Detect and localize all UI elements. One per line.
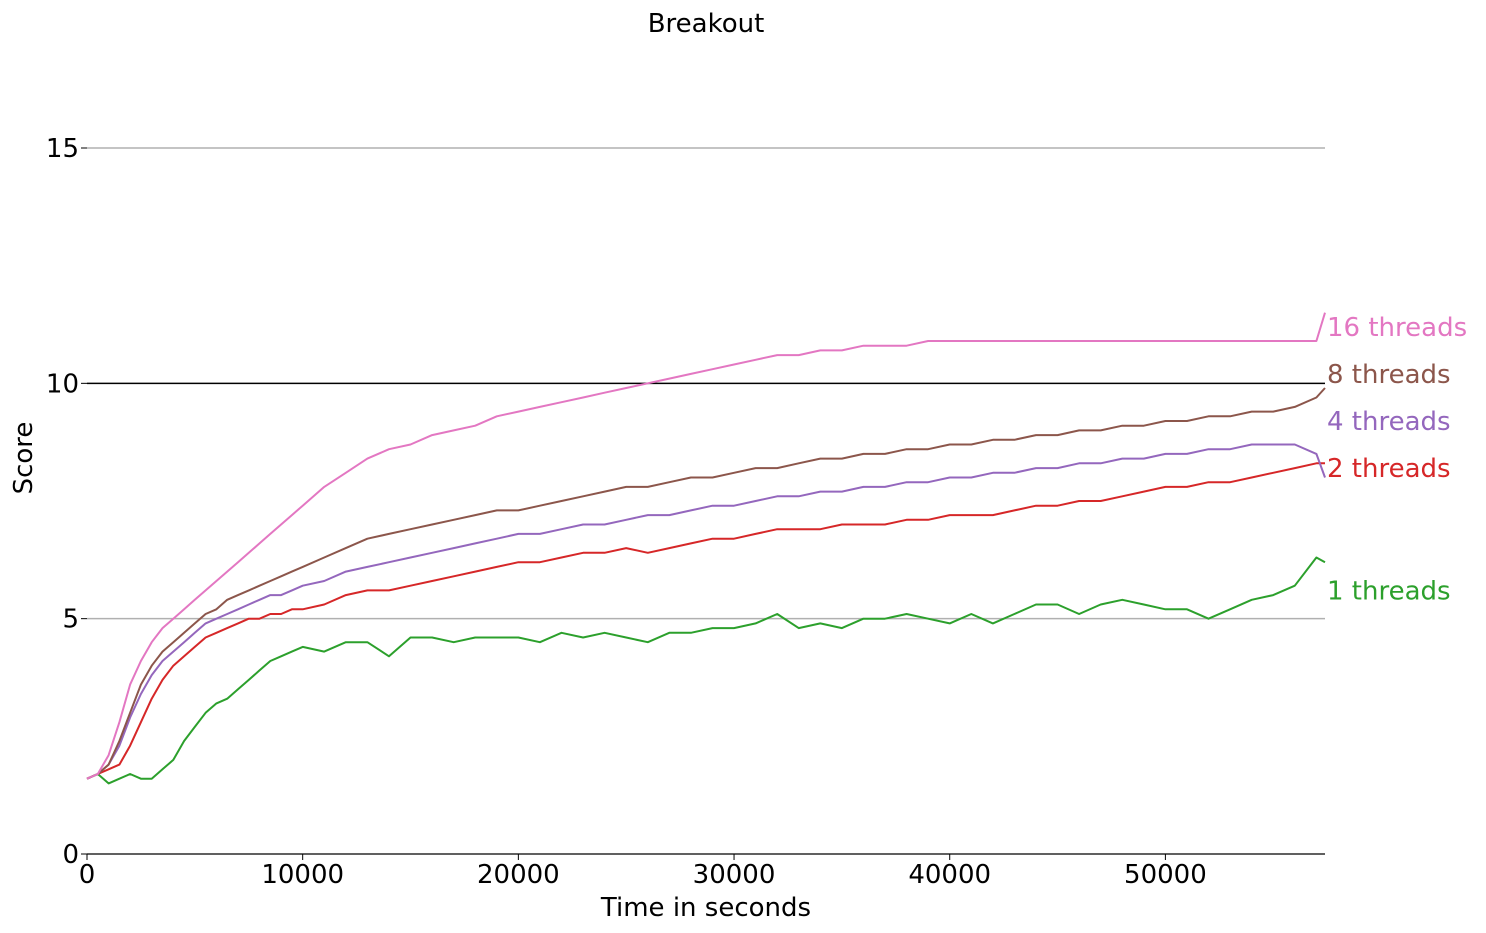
y-tick-label: 15 [46,134,79,164]
y-tick-label: 0 [62,840,79,870]
x-tick-label: 10000 [261,860,344,890]
x-tick-label: 50000 [1124,860,1207,890]
series-label-1: 1 threads [1327,576,1451,606]
x-tick-label: 40000 [908,860,991,890]
y-axis: 0 5 10 15 [46,134,87,870]
series-line-3 [86,443,1326,780]
reference-lines [87,147,1325,620]
x-tick-label: 0 [79,860,96,890]
series-label-2: 2 threads [1327,454,1451,484]
x-tick-label: 20000 [477,860,560,890]
x-tick-label: 30000 [693,860,776,890]
series-line-2 [86,462,1325,780]
series-lines [86,312,1326,785]
chart-title: Breakout [648,9,765,39]
series-label-3: 4 threads [1327,407,1451,437]
y-tick-label: 10 [46,369,79,399]
x-axis: 0 10000 20000 30000 40000 50000 [79,853,1325,890]
series-label-5: 16 threads [1327,313,1467,343]
series-line-1 [86,556,1326,785]
series-label-4: 8 threads [1327,360,1451,390]
y-axis-label: Score [9,422,39,495]
series-end-labels: 1 threads 2 threads 4 threads 8 threads 16 t… [1327,313,1467,607]
y-tick-label: 5 [62,605,79,635]
series-line-4 [86,387,1326,780]
x-axis-label: Time in seconds [600,893,811,923]
series-line-5 [86,312,1326,780]
